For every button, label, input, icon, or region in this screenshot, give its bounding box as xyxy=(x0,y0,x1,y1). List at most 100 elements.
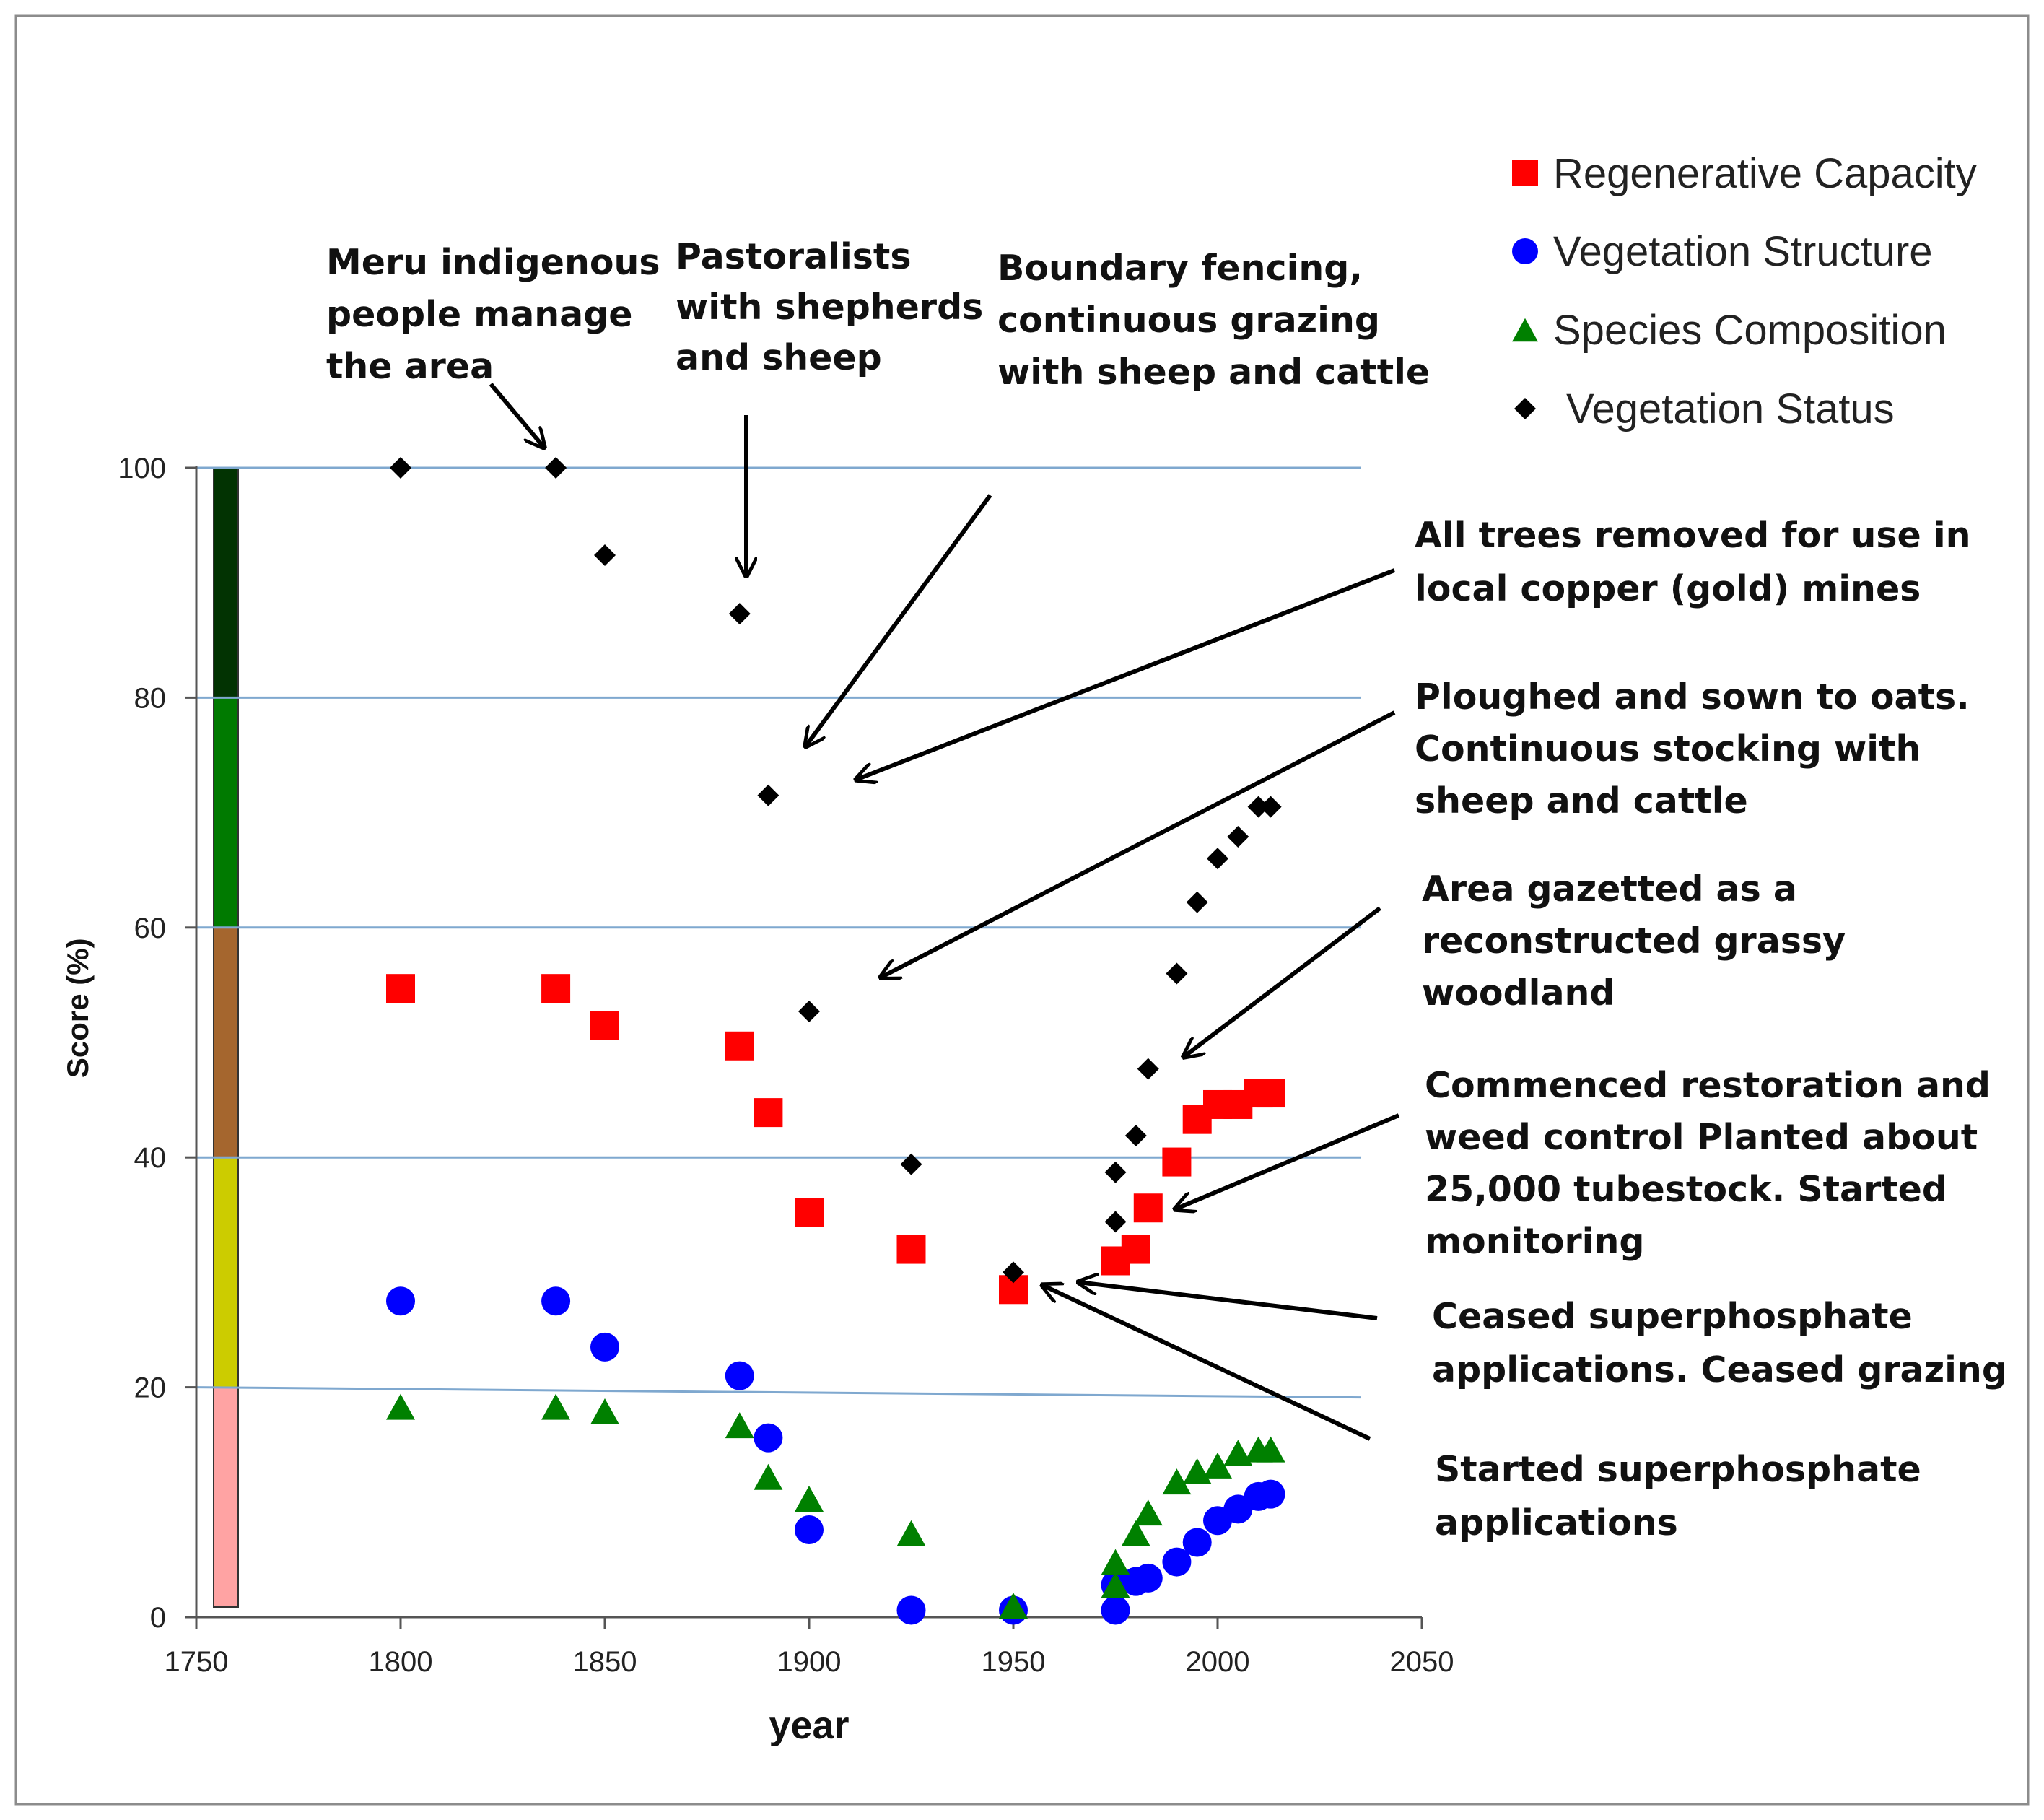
y-tick-label-100: 100 xyxy=(118,453,166,484)
vegetation-structure-point-6 xyxy=(896,1595,926,1625)
species-composition-point-10 xyxy=(1121,1520,1150,1546)
species-composition-point-4 xyxy=(754,1463,783,1490)
annotation-fencing-line-0: Boundary fencing, xyxy=(997,248,1363,289)
annotation-restoration-line-2: 25,000 tubestock. Started xyxy=(1425,1169,1947,1210)
x-axis-title: year xyxy=(769,1704,849,1747)
vegetation-structure-point-8 xyxy=(1101,1595,1130,1625)
arrow-ceased xyxy=(1078,1282,1378,1320)
series-regenerative-capacity xyxy=(386,974,1285,1305)
color-band-80-100 xyxy=(213,467,239,699)
x-tick-label-1950: 1950 xyxy=(982,1646,1046,1678)
annotation-fencing-line-2: with sheep and cattle xyxy=(997,352,1430,393)
species-composition-point-9 xyxy=(1101,1549,1130,1575)
vegetation-status-point-1 xyxy=(545,457,567,479)
annotation-gazetted: Area gazetted as a reconstructed grassy wo… xyxy=(1422,868,1846,1014)
y-axis-title: Score (%) xyxy=(61,938,95,1078)
regenerative-capacity-point-4 xyxy=(754,1098,783,1128)
legend-marker-species-composition xyxy=(1512,318,1538,342)
legend-label-regenerative-capacity: Regenerative Capacity xyxy=(1553,150,1977,197)
vegetation-structure-point-17 xyxy=(1256,1479,1285,1509)
annotation-trees-line-0: All trees removed for use in xyxy=(1415,515,1971,556)
vegetation-status-point-15 xyxy=(1227,826,1249,848)
legend-label-vegetation-structure: Vegetation Structure xyxy=(1553,228,1933,275)
arrow-started xyxy=(1042,1285,1371,1441)
annotation-meru-line-2: the area xyxy=(326,346,494,387)
regenerative-capacity-point-9 xyxy=(1121,1235,1150,1264)
vegetation-structure-point-4 xyxy=(754,1423,783,1453)
vegetation-structure-point-3 xyxy=(725,1361,754,1390)
color-band-40-60 xyxy=(213,926,239,1159)
vegetation-structure-point-0 xyxy=(386,1286,415,1316)
annotation-ploughed-line-1: Continuous stocking with xyxy=(1415,728,1921,770)
vegetation-status-point-8 xyxy=(1104,1211,1127,1233)
annotation-ceased: Ceased superphosphate applications. Cease… xyxy=(1432,1296,2007,1390)
vegetation-status-point-5 xyxy=(798,1001,820,1023)
species-composition-point-11 xyxy=(1133,1499,1163,1526)
x-tick-label-1750: 1750 xyxy=(165,1646,229,1678)
x-tick-label-1800: 1800 xyxy=(369,1646,433,1678)
annotation-gazetted-line-0: Area gazetted as a xyxy=(1422,868,1797,910)
regenerative-capacity-point-16 xyxy=(1256,1079,1285,1108)
annotation-ploughed: Ploughed and sown to oats. Continuous sto… xyxy=(1415,676,1970,822)
species-composition-point-7 xyxy=(999,1593,1028,1619)
annotation-fencing: Boundary fencing, continuous grazing with … xyxy=(997,248,1430,393)
regenerative-capacity-point-0 xyxy=(386,974,415,1003)
legend-marker-regenerative-capacity xyxy=(1512,160,1538,186)
y-tick-label-20: 20 xyxy=(134,1372,167,1404)
chart-frame xyxy=(14,14,2030,1806)
color-band-20-40 xyxy=(213,1157,239,1388)
vegetation-status-point-16 xyxy=(1247,796,1270,818)
annotation-fencing-line-1: continuous grazing xyxy=(997,300,1380,341)
annotation-ceased-line-1: applications. Ceased grazing xyxy=(1432,1349,2007,1390)
annotation-gazetted-line-1: reconstructed grassy xyxy=(1422,920,1846,962)
y-tick-label-0: 0 xyxy=(150,1602,166,1634)
annotation-ceased-line-0: Ceased superphosphate xyxy=(1432,1296,1913,1337)
legend-marker-vegetation-structure xyxy=(1512,238,1538,264)
annotation-restoration: Commenced restoration and weed control Pl… xyxy=(1425,1065,1991,1262)
y-tick-label-80: 80 xyxy=(134,682,167,714)
color-band-0-20 xyxy=(213,1386,239,1608)
vegetation-status-point-6 xyxy=(900,1153,922,1175)
arrow-restoration xyxy=(1175,1113,1400,1209)
species-composition-point-0 xyxy=(386,1393,415,1420)
annotation-trees: All trees removed for use in local copper… xyxy=(1415,515,1971,609)
annotation-started-line-0: Started superphosphate xyxy=(1435,1449,1921,1490)
regenerative-capacity-point-1 xyxy=(541,974,571,1003)
species-composition-point-5 xyxy=(795,1486,824,1512)
vegetation-status-point-7 xyxy=(1003,1261,1024,1284)
annotation-restoration-line-0: Commenced restoration and xyxy=(1425,1065,1991,1106)
x-axis-ticks: 1750 1800 1850 1900 1950 2000 2050 xyxy=(165,1617,1454,1678)
arrow-trees xyxy=(856,568,1396,780)
annotation-restoration-line-1: weed control Planted about xyxy=(1425,1117,1978,1158)
annotations: Meru indigenous people manage the area Past… xyxy=(326,236,2007,1543)
vegetation-structure-point-2 xyxy=(590,1332,619,1362)
species-composition-point-14 xyxy=(1203,1452,1232,1479)
annotation-ploughed-line-0: Ploughed and sown to oats. xyxy=(1415,676,1970,718)
species-composition-point-2 xyxy=(590,1398,619,1425)
annotation-started: Started superphosphate applications xyxy=(1435,1449,1921,1543)
regenerative-capacity-point-2 xyxy=(590,1011,619,1040)
annotation-pastoralists-line-1: with shepherds xyxy=(676,287,983,328)
y-tick-label-60: 60 xyxy=(134,913,167,944)
y-axis-ticks: 0 20 40 60 80 100 xyxy=(118,453,196,1634)
annotation-meru-line-0: Meru indigenous xyxy=(326,242,660,283)
species-composition-point-12 xyxy=(1162,1468,1192,1495)
regenerative-capacity-point-5 xyxy=(795,1198,824,1227)
legend-marker-vegetation-status xyxy=(1514,398,1536,419)
vegetation-status-point-13 xyxy=(1186,891,1208,913)
x-tick-label-1900: 1900 xyxy=(777,1646,842,1678)
vegetation-status-point-11 xyxy=(1137,1058,1159,1080)
data-points xyxy=(386,457,1285,1625)
species-composition-point-15 xyxy=(1223,1440,1253,1466)
vegetation-status-point-2 xyxy=(594,544,616,566)
x-tick-label-1850: 1850 xyxy=(573,1646,637,1678)
vegetation-structure-point-1 xyxy=(541,1286,571,1316)
annotation-gazetted-line-2: woodland xyxy=(1422,972,1615,1014)
score-color-bar xyxy=(213,467,239,1608)
arrow-gazetted xyxy=(1184,906,1381,1057)
legend-label-species-composition: Species Composition xyxy=(1553,307,1947,354)
vegetation-structure-point-13 xyxy=(1182,1528,1212,1557)
annotation-pastoralists: Pastoralists with shepherds and sheep xyxy=(676,236,983,378)
annotation-started-line-1: applications xyxy=(1435,1502,1678,1543)
